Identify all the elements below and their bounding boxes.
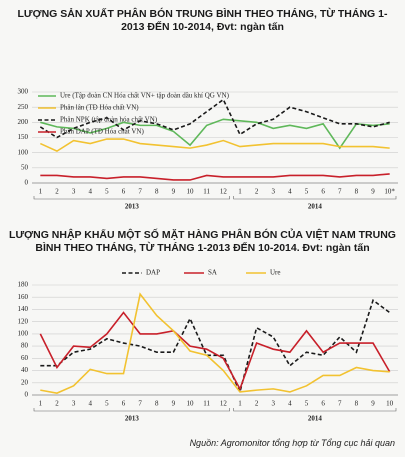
x-tick-label: 3 [271, 400, 275, 408]
y-tick-label: 100 [18, 148, 29, 156]
x-tick-label: 10 [187, 188, 195, 196]
x-tick-label: 6 [122, 188, 126, 196]
x-tick-label: 9 [172, 188, 176, 196]
group-label: 2013 [125, 203, 140, 211]
x-tick-label: 3 [271, 188, 275, 196]
y-tick-label: 150 [18, 133, 29, 141]
x-tick-label: 7 [338, 188, 342, 196]
group-label: 2014 [308, 203, 323, 211]
y-tick-label: 0 [25, 179, 29, 187]
series-line [39, 138, 390, 153]
chart-title: LƯỢNG NHẬP KHẨU MỘT SỐ MẶT HÀNG PHÂN BÓN… [9, 229, 396, 254]
legend-label: DAP [146, 269, 160, 277]
x-tick-label: 6 [321, 188, 325, 196]
x-tick-label: 8 [355, 400, 359, 408]
series-line [39, 98, 390, 139]
x-tick-label: 3 [72, 188, 76, 196]
y-tick-label: 80 [21, 342, 29, 350]
series-line [40, 298, 391, 395]
x-tick-label: 10* [384, 188, 395, 196]
x-tick-label: 12 [220, 400, 228, 408]
x-tick-label: 2 [255, 188, 259, 196]
x-tick-label: 5 [305, 400, 309, 408]
x-tick-label: 8 [155, 188, 159, 196]
x-tick-label: 11 [203, 188, 210, 196]
x-tick-label: 10 [386, 400, 394, 408]
group-bracket [33, 408, 230, 412]
y-tick-label: 140 [18, 305, 29, 313]
x-tick-label: 1 [238, 188, 242, 196]
legend-label: Phân lân (TĐ Hóa chất VN) [60, 104, 139, 112]
x-tick-label: 7 [338, 400, 342, 408]
series-line [40, 292, 390, 394]
x-tick-label: 7 [138, 188, 142, 196]
x-tick-label: 2 [55, 188, 59, 196]
x-tick-label: 4 [288, 400, 292, 408]
x-tick-label: 4 [88, 188, 92, 196]
y-tick-label: 250 [18, 103, 29, 111]
legend-label: Ure [270, 269, 281, 277]
x-tick-label: 8 [355, 188, 359, 196]
group-label: 2013 [125, 415, 140, 423]
series-line [40, 118, 390, 150]
x-tick-label: 1 [39, 400, 43, 408]
x-tick-label: 6 [321, 400, 325, 408]
x-tick-label: 4 [288, 188, 292, 196]
group-label: 2014 [308, 415, 323, 423]
x-tick-label: 1 [238, 400, 242, 408]
series-line [40, 173, 390, 181]
group-bracket [233, 196, 397, 200]
y-tick-label: 20 [21, 378, 29, 386]
x-tick-label: 9 [172, 400, 176, 408]
legend-label: Phân DAP (TĐ Hóa chất VN) [60, 128, 144, 136]
y-tick-label: 200 [18, 118, 29, 126]
y-tick-label: 100 [18, 329, 29, 337]
x-tick-label: 5 [105, 188, 109, 196]
y-tick-label: 50 [21, 163, 29, 171]
footer: Nguồn: Agromonitor tổng hợp từ Tổng cục … [189, 438, 395, 448]
x-tick-label: 9 [371, 400, 375, 408]
x-tick-label: 5 [105, 400, 109, 408]
group-bracket [33, 196, 230, 200]
y-tick-label: 300 [18, 88, 29, 96]
x-tick-label: 7 [138, 400, 142, 408]
group-bracket [233, 408, 397, 412]
x-tick-label: 2 [55, 400, 59, 408]
x-tick-label: 8 [155, 400, 159, 408]
y-tick-label: 180 [18, 281, 29, 289]
y-tick-label: 0 [25, 391, 29, 399]
series-line [39, 311, 391, 391]
chart-title: LƯỢNG SẢN XUẤT PHÂN BÓN TRUNG BÌNH THEO … [17, 8, 388, 33]
x-tick-label: 6 [122, 400, 126, 408]
x-tick-label: 4 [88, 400, 92, 408]
x-tick-label: 12 [220, 188, 228, 196]
y-tick-label: 160 [18, 293, 29, 301]
y-tick-label: 60 [21, 354, 29, 362]
x-tick-label: 1 [39, 188, 43, 196]
y-tick-label: 120 [18, 317, 29, 325]
x-tick-label: 10 [187, 400, 195, 408]
x-tick-label: 9 [371, 188, 375, 196]
legend-label: Phân NPK (tập đoàn hóa chất VN) [60, 116, 158, 124]
x-tick-label: 11 [203, 400, 210, 408]
x-tick-label: 3 [72, 400, 76, 408]
x-tick-label: 5 [305, 188, 309, 196]
legend-label: SA [208, 269, 217, 277]
y-tick-label: 40 [21, 366, 29, 374]
legend-label: Ure (Tập đoàn CN Hóa chất VN+ tập đoàn d… [60, 92, 230, 100]
x-tick-label: 2 [255, 400, 259, 408]
